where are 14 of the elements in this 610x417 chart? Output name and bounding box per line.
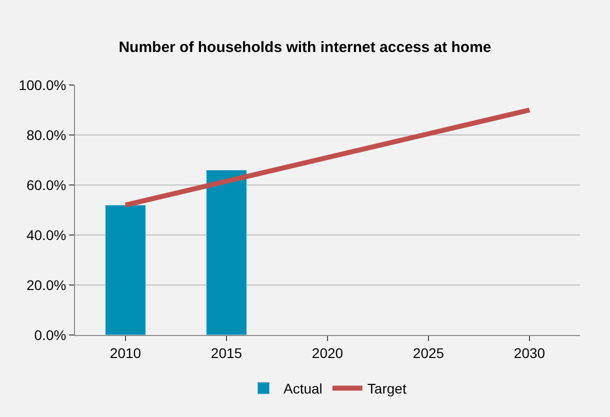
x-tick-label: 2015 xyxy=(210,344,242,361)
x-tick-label: 2010 xyxy=(110,344,142,361)
x-tick-label: 2030 xyxy=(514,344,546,361)
y-tick-label: 40.0% xyxy=(26,226,66,243)
y-tick-label: 0.0% xyxy=(34,326,66,343)
y-tick-label: 80.0% xyxy=(26,126,66,143)
chart-title: Number of households with internet access at home xyxy=(118,39,492,56)
x-tick-label: 2025 xyxy=(412,344,444,361)
y-tick-label: 60.0% xyxy=(26,176,66,193)
y-tick-label: 100.0% xyxy=(18,76,66,93)
legend-label: Target xyxy=(367,380,406,397)
x-tick-label: 2020 xyxy=(312,344,344,361)
y-tick-label: 20.0% xyxy=(26,276,66,293)
legend-label: Actual xyxy=(284,380,322,397)
